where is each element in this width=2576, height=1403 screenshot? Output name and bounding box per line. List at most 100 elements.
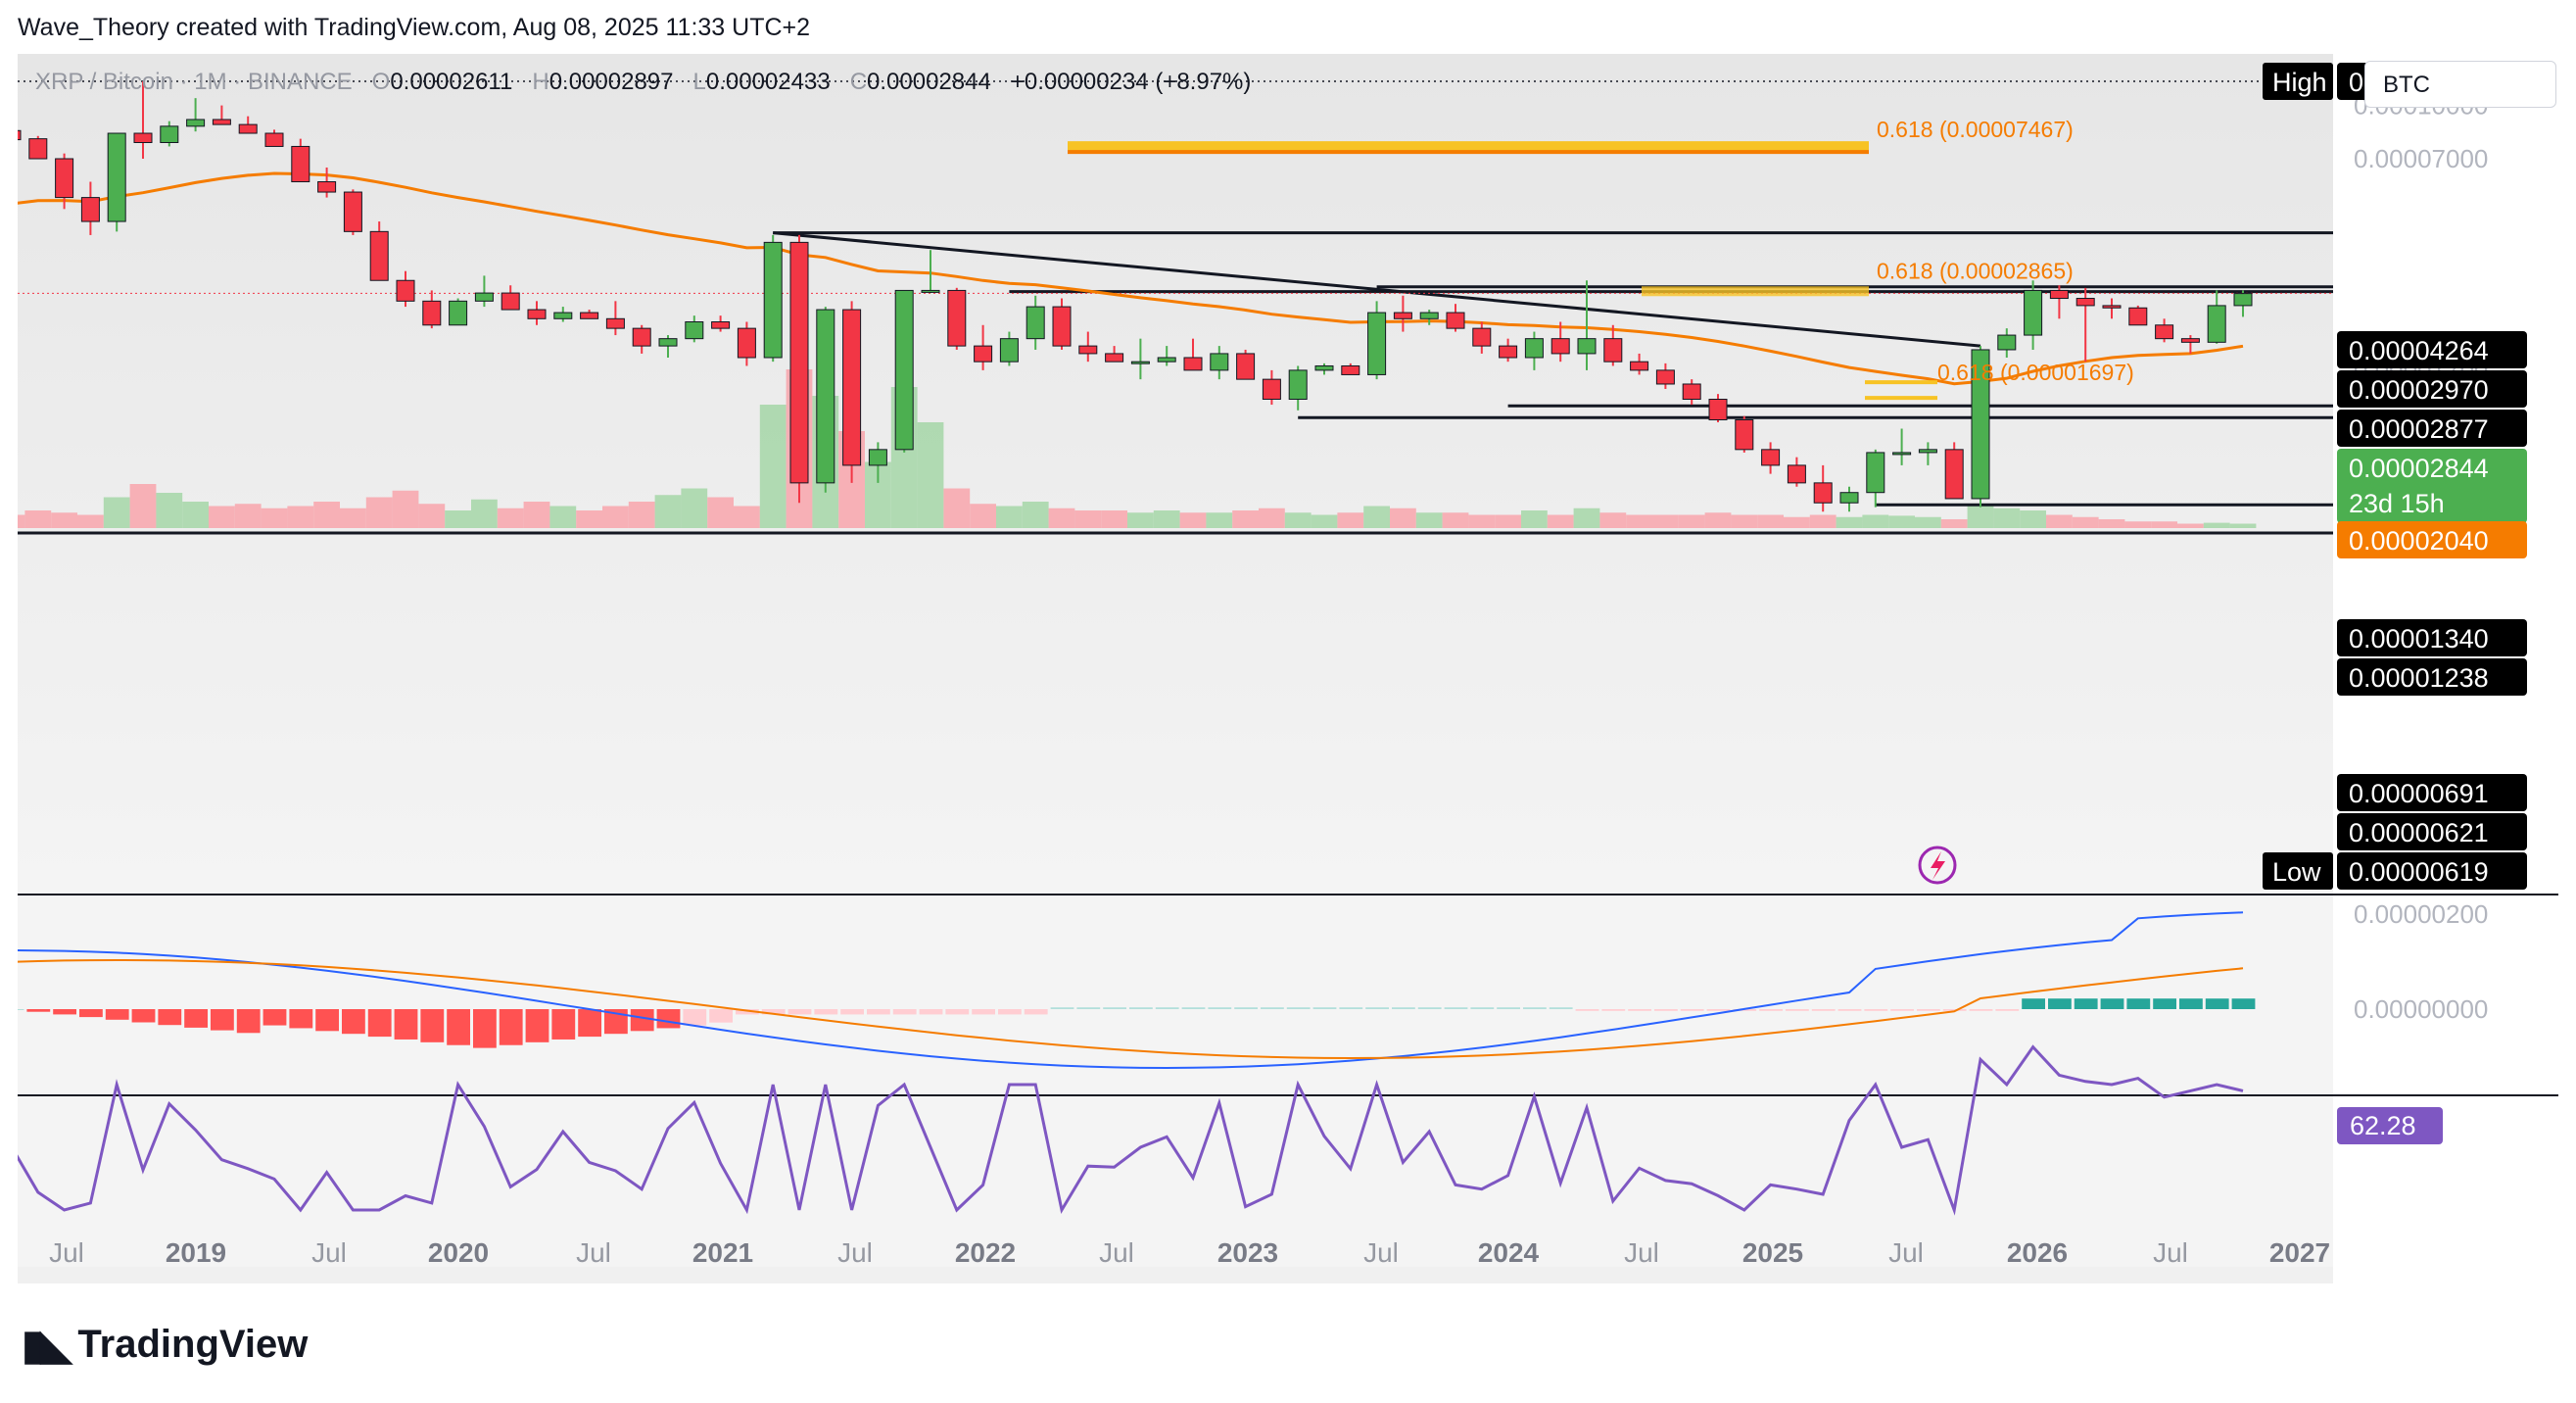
candle-body: [1052, 306, 1072, 347]
candle-body: [80, 197, 100, 222]
ema-path: [11, 171, 2244, 386]
macd-histogram-bar: [1103, 1007, 1126, 1009]
macd-histogram-bar: [105, 1009, 129, 1020]
candle: [55, 153, 74, 210]
volume-bar: [2046, 514, 2073, 528]
candle: [1341, 363, 1360, 375]
candle-body: [658, 338, 678, 347]
currency-selector[interactable]: BTC: [2364, 61, 2556, 108]
candle-body: [1105, 353, 1124, 363]
candle-body: [921, 289, 940, 293]
price-label-bg: [2337, 370, 2527, 408]
volume-bar: [1862, 514, 1889, 528]
price-tick: 0.00007000: [2354, 144, 2488, 173]
volume-bar: [261, 508, 288, 528]
price-label-text: 0.00002040: [2349, 526, 2489, 556]
candle: [422, 290, 442, 329]
macd-histogram-bar: [1234, 1007, 1258, 1009]
candle: [1236, 349, 1256, 380]
volume-bar: [996, 506, 1023, 528]
price-label-text: 0.00002970: [2349, 375, 2489, 405]
volume-bar: [681, 488, 708, 528]
candle-body: [186, 119, 206, 127]
candle-body: [1866, 452, 1885, 494]
macd-histogram-bar: [709, 1009, 733, 1023]
candle-body: [1262, 378, 1281, 401]
time-tick: Jul: [576, 1237, 611, 1268]
candle: [501, 285, 520, 311]
candle-body: [1419, 312, 1439, 319]
macd-histogram-bar: [551, 1009, 576, 1040]
volume-bar: [1390, 508, 1416, 528]
macd-histogram-bar: [761, 1009, 786, 1015]
volume-bar: [1940, 519, 1968, 528]
volume-bar: [1259, 508, 1285, 528]
volume-bar: [1599, 512, 1627, 528]
time-tick: Jul: [1099, 1237, 1134, 1268]
candle-body: [2155, 324, 2174, 340]
open-value: 0.00002611: [390, 69, 513, 95]
candle: [2233, 290, 2253, 317]
time-tick: Jul: [1624, 1237, 1659, 1268]
price-label-text: 0.00001340: [2349, 624, 2489, 653]
candle: [160, 121, 179, 147]
candle: [737, 321, 756, 366]
candle: [2049, 285, 2069, 319]
candle-body: [160, 125, 179, 143]
candle-body: [580, 312, 599, 319]
macd-histogram-bar: [342, 1009, 365, 1035]
macd-histogram-bar: [315, 1009, 339, 1032]
volume-bar: [2203, 522, 2230, 528]
candle: [396, 270, 415, 308]
candle-body: [974, 345, 993, 363]
macd-histogram-bar: [26, 1009, 51, 1012]
candle: [1367, 301, 1387, 380]
macd-histogram-bar: [1942, 1009, 1967, 1011]
volume-bar: [1757, 514, 1784, 528]
candle-body: [1157, 357, 1176, 363]
candle: [343, 189, 362, 235]
candle: [1524, 331, 1544, 370]
candle-body: [605, 317, 625, 329]
candle: [1603, 324, 1623, 366]
volume-bar: [576, 510, 602, 528]
price-label-0.00000619: 0.00000619 Low: [2263, 852, 2527, 890]
volume-bar: [471, 499, 498, 528]
candle: [291, 138, 310, 183]
tradingview-logo[interactable]: ▮◣ TradingView: [22, 1321, 308, 1369]
price-label-0.00001340: 0.00001340: [2337, 619, 2527, 656]
candle-body: [711, 321, 731, 329]
candle: [28, 135, 48, 160]
volume-bar: [365, 497, 393, 528]
brand-name: TradingView: [77, 1323, 309, 1366]
candle: [2180, 335, 2200, 354]
price-label-tag: Low: [2272, 857, 2321, 887]
volume-bar: [1626, 514, 1652, 528]
symbol-label[interactable]: XRP / Bitcoin · 1M · BINANCE: [35, 69, 353, 95]
volume-bar: [549, 506, 577, 528]
macd-histogram-bar: [1470, 1007, 1495, 1009]
volume-bar: [129, 484, 157, 528]
price-label-text: 0.00001238: [2349, 663, 2489, 693]
price-label-0.00001238: 0.00001238: [2337, 658, 2527, 696]
lightning-icon[interactable]: [1918, 846, 1957, 885]
candle: [658, 335, 678, 358]
time-tick: 2023: [1217, 1237, 1278, 1268]
candle-body: [1393, 312, 1412, 319]
price-label-0.00000691: 0.00000691: [2337, 774, 2527, 811]
macd-histogram-bar: [525, 1009, 549, 1042]
macd-histogram-bar: [1890, 1009, 1914, 1011]
price-chart[interactable]: 0.618 (0.00007467) 0.618 (0.00002865) 0.61…: [0, 54, 2558, 1283]
candle: [80, 181, 100, 235]
volume-bar: [1993, 508, 2021, 528]
candle-body: [1603, 338, 1623, 363]
time-axis: Jul 2019 Jul 2020 Jul 2021 Jul 2022 Jul 2023 Jul 20…: [49, 1237, 2330, 1268]
macd-histogram-bar: [1076, 1007, 1101, 1009]
candle: [1499, 338, 1518, 363]
macd-histogram-bar: [2100, 998, 2124, 1009]
candle-body: [1026, 306, 1045, 340]
change-value: +0.00000234 (+8.97%): [1010, 69, 1252, 95]
candle-body: [396, 279, 415, 302]
macd-histogram-bar: [736, 1009, 759, 1015]
macd-histogram-bar: [0, 1009, 24, 1010]
